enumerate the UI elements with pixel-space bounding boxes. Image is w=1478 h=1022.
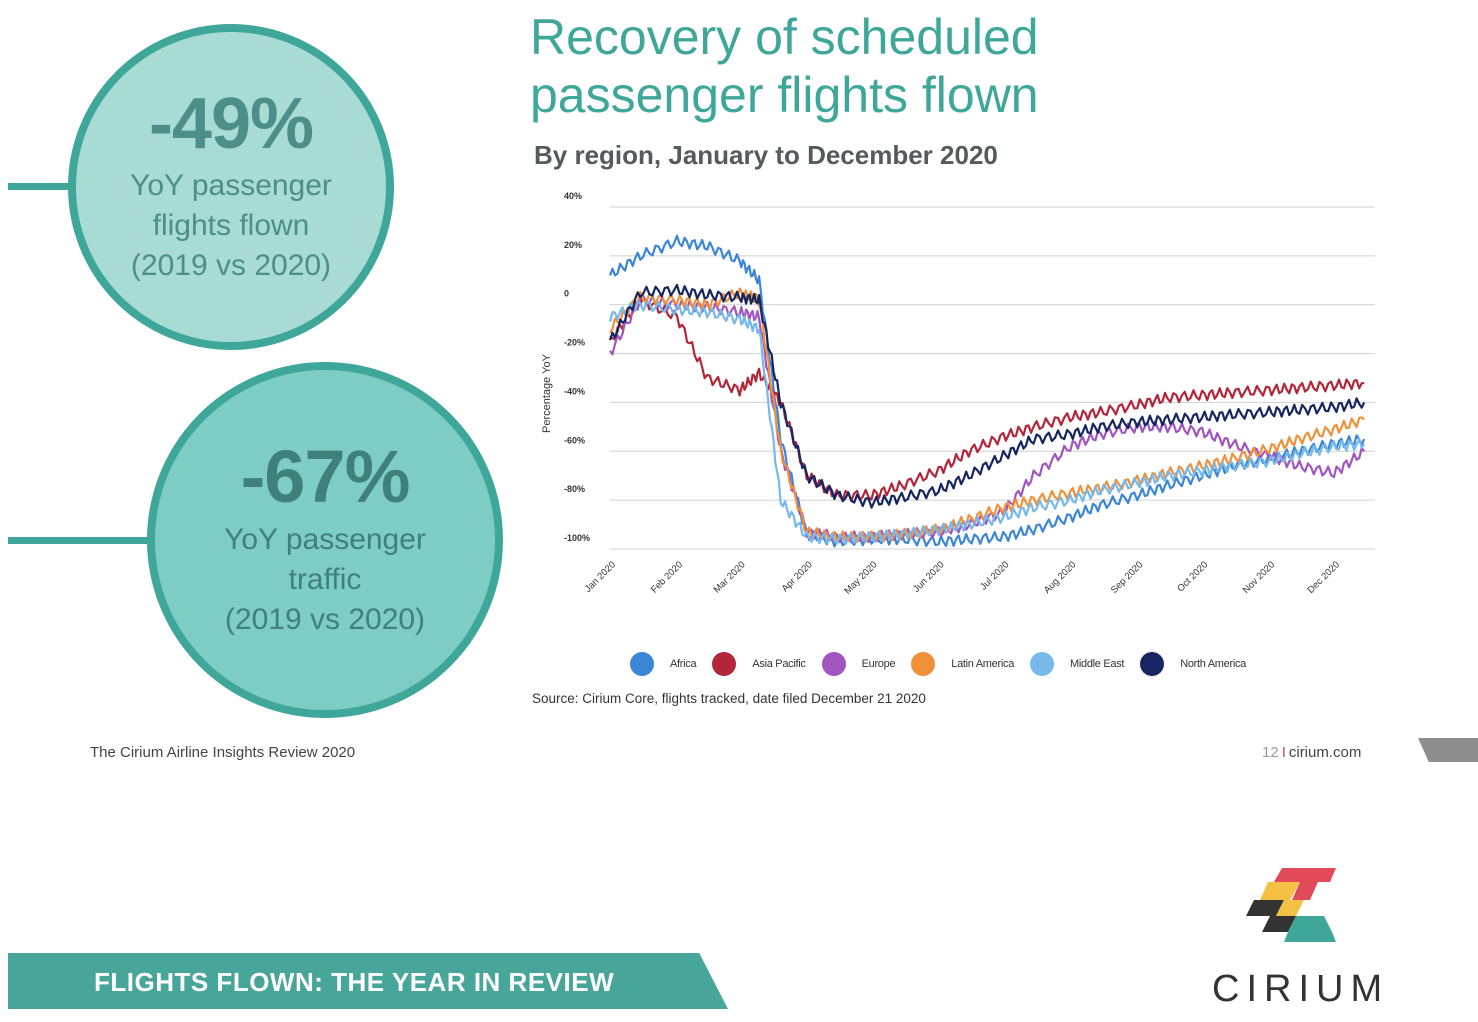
- x-tick-label: Apr 2020: [780, 559, 815, 594]
- page-separator: I: [1281, 744, 1286, 761]
- legend-swatch: [821, 652, 846, 676]
- series-line-asia-pacific: [609, 296, 1365, 502]
- x-tick-label: Aug 2020: [1042, 559, 1079, 596]
- legend-item: Middle East: [1030, 652, 1124, 676]
- series-line-europe: [609, 294, 1366, 544]
- connector-line-bottom: [8, 537, 154, 544]
- legend-label: Europe: [861, 658, 896, 670]
- x-tick-label: Jul 2020: [978, 559, 1011, 592]
- x-tick-label: Jan 2020: [583, 559, 618, 594]
- y-tick-label: 40%: [564, 191, 582, 201]
- report-name: The Cirium Airline Insights Review 2020: [90, 744, 356, 761]
- legend-item: North America: [1140, 652, 1246, 676]
- y-tick-label: 0: [564, 289, 569, 299]
- legend-item: Latin America: [911, 652, 1014, 676]
- chart-legend: Africa Asia Pacific Europe Latin America Mid…: [630, 652, 1262, 676]
- stat-value: -67%: [240, 435, 411, 518]
- y-tick-label: 20%: [564, 240, 582, 250]
- legend-swatch: [911, 652, 936, 676]
- x-tick-label: Dec 2020: [1306, 559, 1343, 596]
- chart-subtitle: By region, January to December 2020: [534, 140, 998, 170]
- y-tick-label: -60%: [564, 435, 585, 445]
- legend-label: Middle East: [1070, 658, 1125, 670]
- x-tick-label: Mar 2020: [712, 559, 748, 595]
- page-tab: [1418, 738, 1478, 762]
- page-number: 12: [1262, 744, 1279, 761]
- legend-swatch: [1030, 652, 1055, 676]
- brand-name: CIRIUM: [1212, 968, 1390, 1010]
- legend-item: Europe: [821, 652, 896, 676]
- legend-swatch: [630, 652, 654, 676]
- stat-caption: YoY passenger traffic (2019 vs 2020): [224, 523, 426, 636]
- legend-label: North America: [1180, 658, 1246, 670]
- y-tick-label: -100%: [564, 533, 590, 543]
- legend-swatch: [712, 652, 737, 676]
- x-tick-label: Feb 2020: [649, 559, 685, 595]
- stat-circle-traffic: -67% YoY passenger traffic (2019 vs 2020…: [147, 362, 503, 718]
- stat-value: -49%: [148, 84, 314, 164]
- banner-text: FLIGHTS FLOWN: THE YEAR IN REVIEW: [94, 967, 615, 997]
- stat-circle-flights: -49% YoY passenger flights flown (2019 v…: [68, 24, 394, 350]
- legend-item: Africa: [630, 652, 697, 676]
- legend-swatch: [1140, 652, 1165, 676]
- legend-label: Asia Pacific: [752, 658, 806, 670]
- x-tick-label: Oct 2020: [1175, 559, 1210, 594]
- y-tick-label: -80%: [564, 484, 585, 494]
- series-line-north-america: [608, 283, 1366, 509]
- x-tick-label: Sep 2020: [1109, 559, 1146, 596]
- site-link[interactable]: cirium.com: [1288, 744, 1362, 761]
- series-line-africa: [608, 234, 1366, 548]
- section-banner: FLIGHTS FLOWN: THE YEAR IN REVIEW: [8, 953, 728, 1009]
- line-chart: 40% 20% 0 -20% -40% -60% -80% -100% Percentage Y…: [541, 191, 1375, 597]
- series-line-middle-east: [608, 300, 1366, 546]
- cirium-logo-icon: [1246, 868, 1336, 942]
- series-line-latin-america: [609, 287, 1365, 544]
- y-tick-label: -20%: [564, 338, 585, 348]
- legend-item: Asia Pacific: [712, 652, 806, 676]
- connector-line-top: [8, 183, 74, 190]
- x-tick-label: Nov 2020: [1241, 559, 1278, 596]
- stat-caption: YoY passenger flights flown (2019 vs 202…: [130, 169, 332, 282]
- chart-source: Source: Cirium Core, flights tracked, da…: [532, 691, 926, 706]
- y-tick-label: -40%: [564, 386, 585, 396]
- y-axis-label: Percentage YoY: [541, 353, 553, 433]
- legend-label: Latin America: [951, 658, 1015, 670]
- legend-label: Africa: [670, 658, 697, 670]
- chart-title: Recovery of scheduled passenger flights …: [530, 9, 1039, 123]
- x-tick-label: May 2020: [842, 559, 879, 596]
- x-tick-label: Jun 2020: [911, 559, 946, 594]
